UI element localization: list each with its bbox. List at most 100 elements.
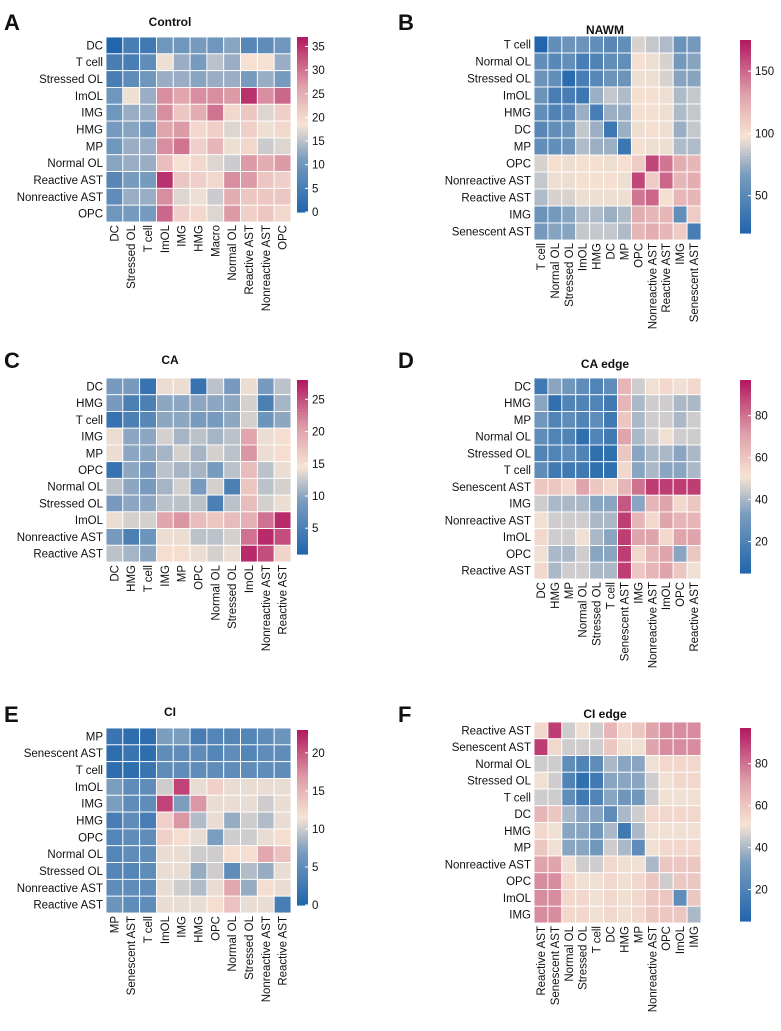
col-label: HMG bbox=[592, 243, 604, 270]
heatmap-cell bbox=[256, 744, 275, 763]
heatmap-cell bbox=[155, 878, 174, 897]
heatmap-cell bbox=[644, 222, 660, 241]
colorbar-segment bbox=[297, 829, 308, 833]
heatmap-cell bbox=[672, 427, 688, 446]
colorbar-segment bbox=[297, 849, 308, 854]
colorbar-segment bbox=[740, 139, 751, 144]
heatmap-cell bbox=[672, 771, 688, 790]
heatmap-cell bbox=[189, 427, 208, 446]
colorbar-segment bbox=[297, 406, 308, 410]
heatmap-cell bbox=[105, 862, 124, 880]
col-label: MP bbox=[619, 243, 631, 261]
colorbar-segment bbox=[740, 527, 751, 532]
colorbar-segment bbox=[740, 515, 751, 519]
heatmap-cell bbox=[658, 69, 674, 88]
heatmap-cell bbox=[672, 822, 688, 840]
heatmap-cell bbox=[617, 822, 632, 840]
heatmap-cell bbox=[155, 544, 174, 563]
heatmap-cell bbox=[547, 511, 563, 530]
heatmap-cell bbox=[240, 411, 258, 429]
colorbar-segment bbox=[740, 434, 751, 439]
heatmap-cell bbox=[223, 494, 241, 513]
colorbar-segment bbox=[740, 85, 751, 89]
heatmap-cell bbox=[189, 187, 208, 206]
heatmap-cell bbox=[603, 511, 618, 530]
heatmap-cell bbox=[630, 721, 646, 740]
heatmap-cell bbox=[575, 755, 591, 773]
heatmap-cell bbox=[206, 36, 225, 55]
heatmap-cell bbox=[630, 561, 646, 580]
heatmap-cell bbox=[672, 461, 688, 479]
colorbar-segment bbox=[740, 447, 751, 452]
heatmap-cell bbox=[273, 187, 292, 206]
heatmap-cell bbox=[273, 477, 292, 496]
heatmap-cell bbox=[547, 872, 563, 890]
heatmap-cell bbox=[575, 377, 591, 396]
colorbar-segment bbox=[297, 426, 308, 430]
heatmap-cell bbox=[256, 377, 275, 396]
colorbar-segment bbox=[740, 149, 751, 154]
colorbar-segment bbox=[740, 402, 751, 407]
row-label: Nonreactive AST bbox=[17, 532, 103, 544]
colorbar-segment bbox=[297, 855, 308, 859]
heatmap-cell bbox=[240, 744, 258, 763]
colorbar-segment bbox=[297, 805, 308, 810]
col-label: Reactive AST bbox=[689, 582, 701, 652]
heatmap-cell bbox=[630, 511, 646, 530]
heatmap-cell bbox=[206, 477, 225, 496]
heatmap-cell bbox=[533, 822, 549, 840]
heatmap-cell bbox=[139, 70, 157, 88]
heatmap-cell bbox=[617, 52, 632, 71]
heatmap-cell bbox=[240, 427, 258, 446]
heatmap-cell bbox=[672, 35, 688, 54]
colorbar-segment bbox=[297, 475, 308, 480]
heatmap-cell bbox=[672, 872, 688, 890]
colorbar-segment bbox=[740, 40, 751, 44]
heatmap-cell bbox=[533, 545, 549, 563]
colorbar-segment bbox=[297, 382, 308, 387]
heatmap-cell bbox=[603, 822, 618, 840]
col-label: Reactive AST bbox=[536, 926, 548, 996]
heatmap-cell bbox=[223, 778, 241, 796]
heatmap-cell bbox=[644, 171, 660, 190]
heatmap-cell bbox=[589, 738, 605, 756]
heatmap-cell bbox=[189, 878, 208, 897]
colorbar-segment bbox=[297, 835, 308, 839]
heatmap-cell bbox=[223, 36, 241, 55]
colorbar-segment bbox=[740, 853, 751, 858]
colorbar-segment bbox=[740, 470, 751, 474]
heatmap-cell bbox=[617, 511, 632, 530]
heatmap-cell bbox=[630, 545, 646, 563]
heatmap-cell bbox=[561, 561, 577, 580]
heatmap-cell bbox=[206, 120, 225, 139]
row-label: Senescent AST bbox=[24, 748, 103, 760]
heatmap-cell bbox=[155, 120, 174, 139]
col-label: OPC bbox=[661, 926, 673, 951]
heatmap-cell bbox=[630, 855, 646, 874]
heatmap-cell bbox=[155, 811, 174, 830]
heatmap-cell bbox=[644, 905, 660, 924]
col-label: Senescent AST bbox=[689, 243, 701, 322]
heatmap-cell bbox=[223, 154, 241, 172]
heatmap-cell bbox=[189, 171, 208, 189]
heatmap-cell bbox=[533, 838, 549, 857]
heatmap-cell bbox=[122, 761, 141, 779]
panel-title: CI bbox=[164, 705, 176, 719]
colorbar-tick-label: 20 bbox=[312, 112, 325, 124]
colorbar-segment bbox=[297, 45, 308, 50]
colorbar-segment bbox=[297, 200, 308, 204]
colorbar-segment bbox=[740, 798, 751, 803]
row-label: OPC bbox=[78, 209, 103, 221]
row-label: Reactive AST bbox=[461, 193, 531, 205]
colorbar-segment bbox=[297, 776, 308, 781]
heatmap-cell bbox=[139, 761, 157, 779]
col-label: HMG bbox=[550, 582, 562, 609]
heatmap-cell bbox=[575, 561, 591, 580]
heatmap-cell bbox=[630, 222, 646, 241]
colorbar-segment bbox=[297, 104, 308, 108]
heatmap-cell bbox=[122, 53, 141, 72]
heatmap-cell bbox=[547, 478, 563, 496]
heatmap-cell bbox=[172, 828, 191, 847]
heatmap-cell bbox=[240, 204, 258, 223]
colorbar-segment bbox=[297, 197, 308, 201]
